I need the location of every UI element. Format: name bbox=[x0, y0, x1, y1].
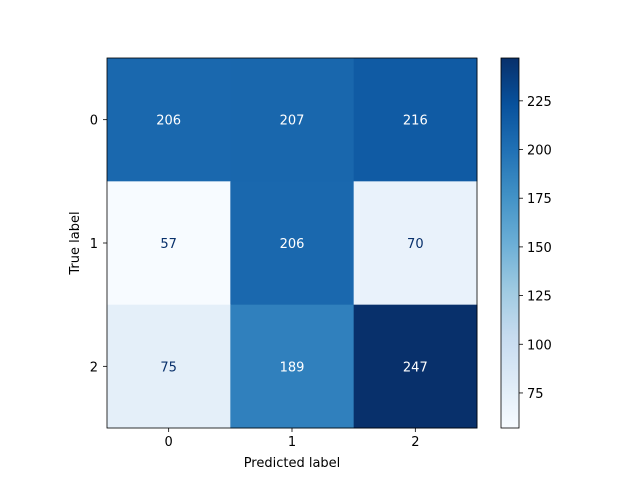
y-tick-label: 0 bbox=[90, 114, 98, 129]
colorbar-tick-label: 225 bbox=[527, 95, 552, 110]
heatmap-cell bbox=[353, 304, 478, 429]
colorbar-tick-label: 125 bbox=[527, 290, 552, 305]
cell-value-label: 75 bbox=[160, 360, 177, 375]
heatmap-cell bbox=[353, 181, 478, 306]
cell-value-label: 57 bbox=[160, 237, 177, 252]
x-axis-label: Predicted label bbox=[244, 456, 341, 471]
y-tick-label: 1 bbox=[90, 237, 98, 252]
heatmap-cell bbox=[230, 304, 355, 429]
y-axis-ticks: 0 1 2 bbox=[90, 114, 107, 375]
heatmap-cell bbox=[107, 304, 231, 429]
cell-value-label: 247 bbox=[403, 360, 428, 375]
heatmap-cell bbox=[230, 58, 355, 182]
colorbar-tick-label: 200 bbox=[527, 144, 552, 159]
heatmap-cell-labels: 206 207 216 57 206 70 75 189 247 bbox=[156, 114, 427, 376]
cell-value-label: 206 bbox=[280, 237, 305, 252]
y-axis-label: True label bbox=[68, 211, 83, 275]
heatmap-cells bbox=[107, 58, 478, 429]
colorbar-tick-label: 100 bbox=[527, 338, 552, 353]
x-tick-label: 2 bbox=[411, 435, 419, 450]
heatmap-cell bbox=[353, 58, 478, 182]
cell-value-label: 189 bbox=[280, 360, 305, 375]
heatmap-cell bbox=[107, 58, 231, 182]
heatmap-cell bbox=[230, 181, 355, 306]
y-tick-label: 2 bbox=[90, 360, 98, 375]
cell-value-label: 206 bbox=[156, 114, 181, 129]
cell-value-label: 216 bbox=[403, 114, 428, 129]
x-axis-ticks: 0 1 2 bbox=[165, 428, 419, 450]
x-tick-label: 1 bbox=[288, 435, 296, 450]
heatmap-cell bbox=[107, 181, 231, 306]
cell-value-label: 207 bbox=[280, 114, 305, 129]
colorbar-tick-label: 175 bbox=[527, 192, 552, 207]
colorbar-tick-label: 75 bbox=[527, 387, 544, 402]
colorbar-ticks: 75 100 125 150 175 200 225 bbox=[519, 95, 552, 402]
cell-value-label: 70 bbox=[407, 237, 424, 252]
colorbar bbox=[500, 57, 520, 429]
colorbar-tick-label: 150 bbox=[527, 241, 552, 256]
x-tick-label: 0 bbox=[165, 435, 173, 450]
